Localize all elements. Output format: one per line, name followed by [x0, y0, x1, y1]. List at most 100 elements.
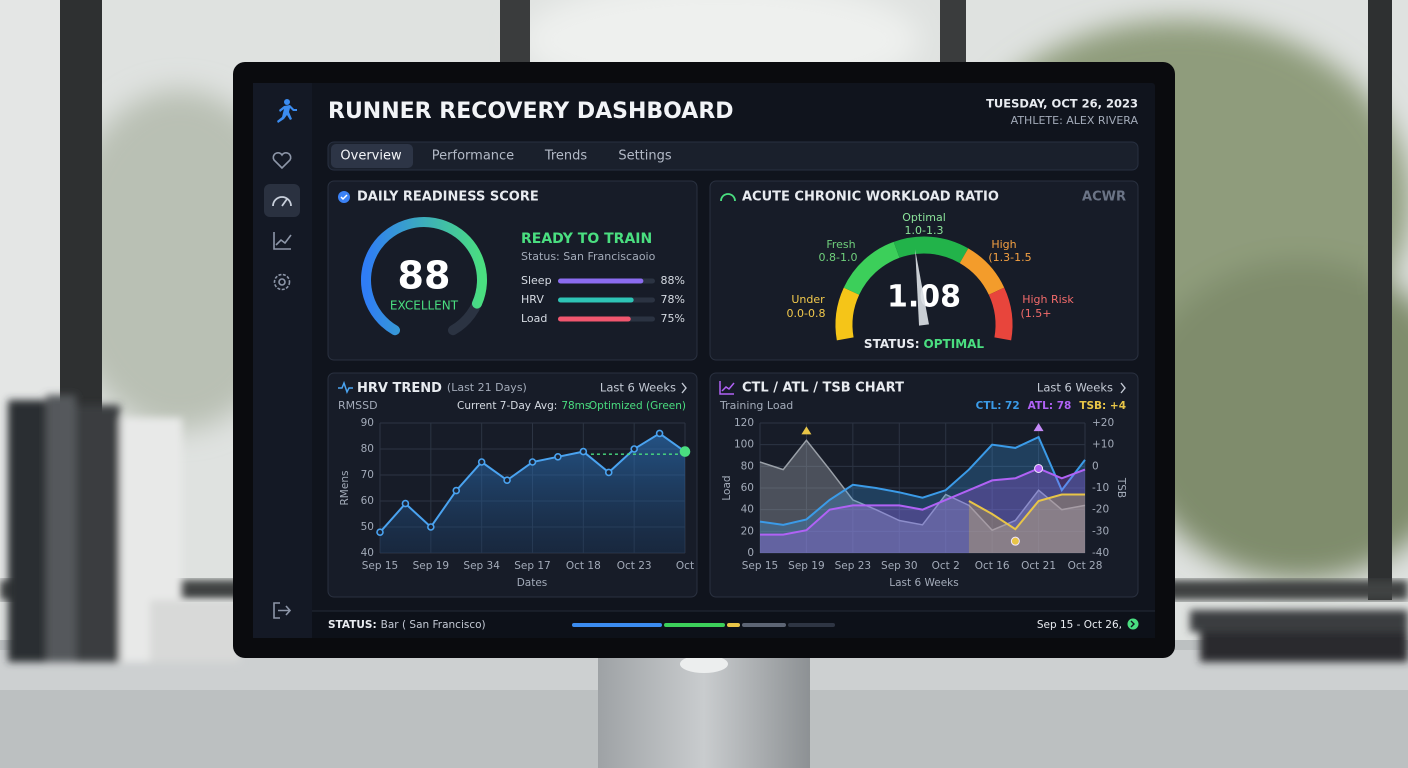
panel-title: DAILY READINESS SCORE [357, 190, 539, 205]
tab-bar [327, 141, 1139, 171]
chevron[interactable] [681, 382, 687, 394]
metric-bar [558, 278, 644, 284]
y-tick-label: 90 [361, 417, 374, 429]
panel-title: CTL / ATL / TSB CHART [742, 381, 904, 396]
zone-arc [843, 241, 900, 296]
x-tick-label: Sep 23 [835, 560, 872, 572]
x-tick-label: Sep 15 [742, 560, 779, 572]
y-tick-label: 40 [361, 547, 374, 559]
zone-name: Fresh [826, 238, 855, 251]
footer-status: STATUS: Bar ( San Francisco) [328, 619, 486, 631]
acwr-badge: ACWR [1082, 190, 1126, 205]
series-line [968, 493, 1085, 531]
avg-value: 78ms [561, 400, 590, 412]
readiness-headline: READY TO TRAIN [521, 231, 652, 247]
point [452, 486, 461, 495]
metric-label: Training Load [719, 399, 793, 412]
point [579, 447, 588, 456]
legend-entry: ATL: 78 [1028, 400, 1072, 412]
runner-icon[interactable] [277, 99, 297, 123]
y-tick-label: 80 [741, 460, 754, 472]
y-axis-label: Load [721, 475, 733, 500]
readiness-score: 88 [398, 254, 451, 298]
x-axis-label: Dates [517, 577, 548, 589]
x-tick-label: Oct 18 [566, 560, 601, 572]
title: HRV TREND [357, 381, 442, 396]
y-tick-label: 70 [361, 469, 374, 481]
series-area [760, 468, 1085, 553]
metric-value: 88% [661, 274, 685, 287]
chevron[interactable] [1120, 382, 1126, 394]
footer-icon[interactable] [1127, 618, 1139, 630]
zone-range: 0.8-1.0 [819, 251, 858, 264]
avg-text: Current 7-Day Avg: 78ms [457, 400, 590, 412]
status-label: STATUS: [328, 619, 377, 631]
series-area [968, 494, 1085, 553]
tab[interactable]: Overview [340, 149, 402, 164]
acwr-icon [720, 193, 736, 202]
series-area [760, 440, 1085, 553]
zone-arc [988, 287, 1013, 341]
gear-icon[interactable] [273, 273, 291, 291]
gauge-icon[interactable] [272, 196, 292, 207]
y-tick-label: 100 [734, 439, 754, 451]
tab[interactable]: Trends [544, 149, 588, 164]
metric-label: HRV [521, 293, 544, 306]
x-tick-label: Sep 19 [413, 560, 450, 572]
date: TUESDAY, OCT 26, 2023 [986, 97, 1138, 111]
y-tick-label: 80 [361, 443, 374, 455]
period-link[interactable]: Last 6 Weeks [1037, 381, 1113, 395]
chart-icon [719, 381, 735, 395]
point [655, 429, 664, 438]
heart-icon[interactable] [272, 151, 292, 170]
y-tick-label: 50 [361, 521, 374, 533]
period-link[interactable]: Last 6 Weeks [600, 381, 676, 395]
logout-icon[interactable] [273, 602, 292, 619]
y-tick-label: 60 [741, 482, 754, 494]
status-value: OPTIMAL [924, 337, 985, 351]
dashboard-title: RUNNER RECOVERY DASHBOARD [328, 99, 734, 124]
marker [1034, 464, 1044, 473]
y2-tick-label: -30 [1092, 525, 1109, 537]
marker [1033, 423, 1044, 432]
x-tick-label: Oct 23 [617, 560, 652, 572]
y2-tick-label: 0 [1092, 460, 1099, 472]
zone-range: (1.3-1.5 [988, 251, 1031, 264]
metric-label: RMSSD [338, 399, 378, 412]
x-tick-label: Sep 19 [788, 560, 825, 572]
status-label: STATUS: [864, 337, 920, 351]
y2-tick-label: -10 [1092, 482, 1109, 494]
x-tick-label: Oct 2 [932, 560, 960, 572]
active-nav-bg [264, 184, 300, 217]
zone-range: 0.0-0.8 [787, 307, 826, 320]
zone-arc [959, 248, 1005, 296]
tab[interactable]: Performance [432, 149, 514, 164]
legend: CTL: 72 ATL: 78 TSB: +4 [976, 400, 1126, 412]
active-tab-bg [331, 144, 413, 168]
marker [1010, 536, 1020, 546]
point [630, 445, 638, 453]
needle [915, 249, 929, 326]
zone-name: Optimal [902, 211, 946, 224]
y2-tick-label: +10 [1092, 439, 1114, 451]
x-tick-label: Oct 16 [975, 560, 1010, 572]
ring-fill [361, 217, 487, 336]
zone-range: (1.5+ [1020, 307, 1051, 320]
zone-range: 1.0-1.3 [905, 224, 944, 237]
point [503, 476, 511, 485]
chart-icon[interactable] [273, 232, 292, 250]
metric-bar [558, 297, 634, 303]
metric-label: Load [521, 312, 547, 325]
legend-entry: TSB: +4 [1079, 400, 1126, 412]
zone-name: High [991, 238, 1016, 251]
x-tick-label: Sep 30 [881, 560, 918, 572]
y-tick-label: 20 [741, 525, 754, 537]
x-tick-label: Sep 15 [362, 560, 399, 572]
series-area [760, 437, 1085, 553]
pulse-icon [338, 380, 353, 394]
y2-tick-label: +20 [1092, 417, 1114, 429]
point [376, 528, 384, 537]
point [604, 468, 613, 477]
tab[interactable]: Settings [618, 149, 672, 164]
